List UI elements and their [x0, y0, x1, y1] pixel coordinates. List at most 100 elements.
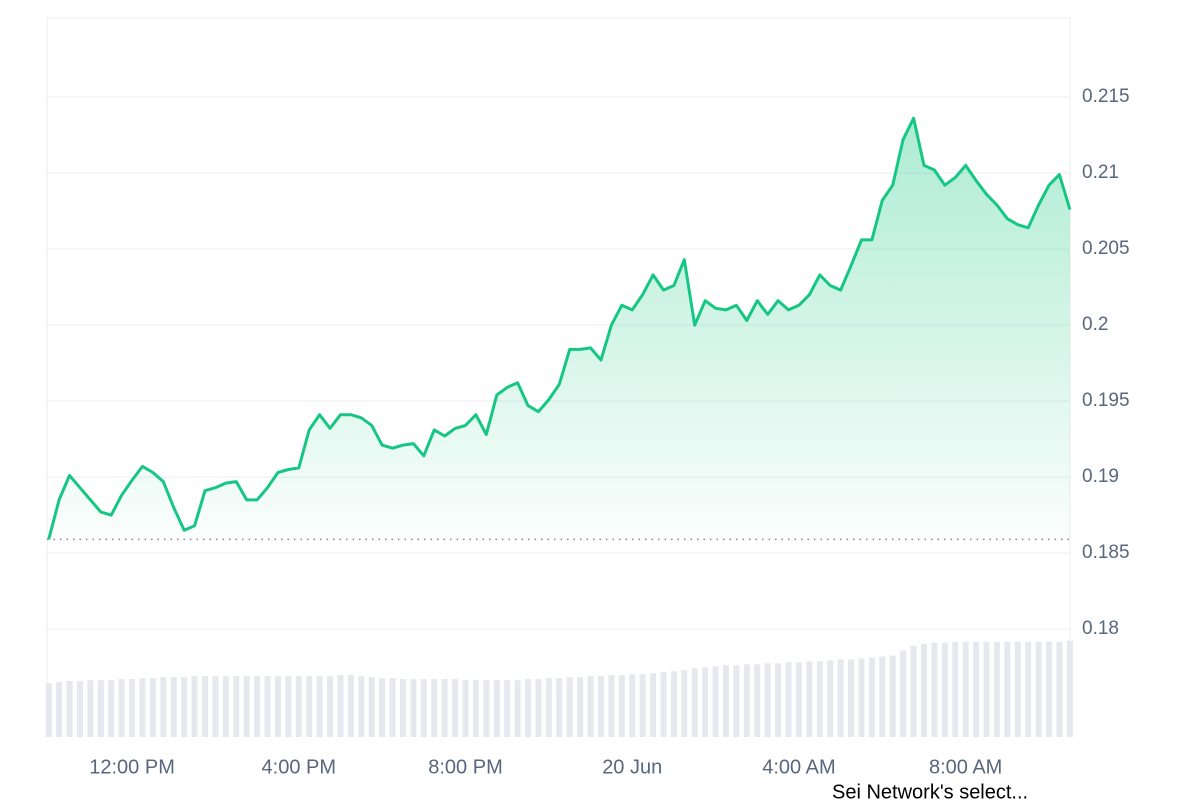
volume-bar [639, 674, 646, 737]
volume-bar [181, 677, 188, 737]
volume-bar [1014, 641, 1021, 737]
volume-bar [170, 677, 177, 737]
y-tick-label: 0.19 [1082, 466, 1119, 487]
volume-bar [306, 676, 313, 737]
volume-bar [149, 678, 156, 737]
volume-bar [691, 668, 698, 737]
volume-bar [952, 641, 959, 737]
volume-bar [806, 661, 813, 737]
volume-bar [681, 670, 688, 737]
volume-bar [1046, 641, 1053, 737]
volume-bar [816, 661, 823, 737]
volume-bar [274, 676, 281, 737]
volume-bar [868, 657, 875, 737]
volume-bar [264, 676, 271, 737]
caption: Sei Network's select... [832, 781, 1028, 800]
volume-bar [347, 675, 354, 737]
volume-bar [733, 665, 740, 737]
volume-bar [420, 679, 427, 737]
volume-bar [764, 663, 771, 737]
volume-bar [472, 680, 479, 737]
x-tick-label: 8:00 AM [929, 756, 1002, 778]
volume-bar [139, 678, 146, 737]
volume-bar [441, 679, 448, 737]
x-tick-label: 8:00 PM [428, 756, 502, 778]
y-tick-label: 0.18 [1082, 618, 1119, 639]
volume-bar [76, 681, 83, 737]
volume-bar [597, 676, 604, 737]
volume-bar [452, 679, 459, 737]
volume-bar [712, 666, 719, 737]
volume-bar [879, 656, 886, 737]
x-tick-label: 4:00 PM [262, 756, 336, 778]
volume-bar [462, 680, 469, 737]
volume-bar [702, 667, 709, 737]
volume-bar [858, 658, 865, 737]
volume-bar [202, 676, 208, 737]
y-tick-label: 0.21 [1082, 162, 1119, 183]
y-tick-label: 0.205 [1082, 238, 1130, 259]
price-line [47, 116, 1072, 540]
volume-bar [1066, 640, 1073, 737]
volume-bar [545, 678, 552, 737]
volume-bar [723, 665, 729, 737]
volume-bar [87, 680, 94, 737]
volume-bar [962, 641, 969, 737]
volume-bar [556, 678, 563, 737]
volume-bar [577, 677, 584, 737]
volume-bar [629, 674, 636, 737]
volume-bar [670, 671, 677, 737]
volume-bar [368, 677, 375, 737]
volume-bar [848, 659, 855, 737]
volume-bar [754, 664, 761, 737]
volume-bar [233, 676, 240, 737]
volume-bar [795, 662, 802, 737]
volume-bar [191, 676, 198, 737]
volume-bar [993, 641, 1000, 737]
volume-bar [743, 664, 750, 737]
volume-bar [608, 675, 615, 737]
volume-bar [316, 676, 323, 737]
volume-bar [504, 680, 511, 737]
volume-bar [920, 643, 927, 737]
volume-bar [379, 678, 386, 737]
volume-bar [660, 672, 667, 737]
volume-bar [1025, 641, 1032, 737]
y-tick-label: 0.195 [1082, 390, 1130, 411]
volume-bar [493, 680, 500, 737]
volume-bar [983, 641, 990, 737]
volume-bar [618, 675, 625, 737]
volume-bar [212, 676, 219, 737]
volume-bar [389, 678, 396, 737]
y-tick-label: 0.215 [1082, 86, 1130, 107]
volume-bar [285, 676, 292, 737]
volume-bar [514, 680, 521, 737]
y-tick-label: 0.185 [1082, 542, 1130, 563]
volume-bar [358, 676, 365, 737]
volume-bar [295, 676, 302, 737]
volume-bar [973, 641, 980, 737]
y-tick-label: 0.2 [1082, 314, 1108, 335]
volume-bar [483, 680, 490, 737]
volume-bar [941, 642, 948, 737]
volume-bar [775, 663, 782, 737]
volume-bar [1056, 641, 1063, 737]
area-fill [48, 118, 1070, 540]
volume-bar [66, 681, 73, 737]
volume-bar [254, 676, 261, 737]
volume-bar [243, 676, 250, 737]
volume-bar [410, 679, 417, 737]
volume-bar [97, 680, 104, 737]
volume-bar [931, 642, 938, 737]
volume-bar [129, 679, 136, 737]
volume-bar [650, 673, 657, 737]
volume-bar [45, 683, 52, 737]
volume-bar [827, 660, 834, 737]
x-tick-label: 20 Jun [602, 756, 662, 778]
volume-bar [837, 659, 844, 737]
volume-bar [222, 676, 229, 737]
volume-bar [785, 662, 792, 737]
volume-bar [525, 679, 532, 737]
volume-bar [118, 679, 125, 737]
